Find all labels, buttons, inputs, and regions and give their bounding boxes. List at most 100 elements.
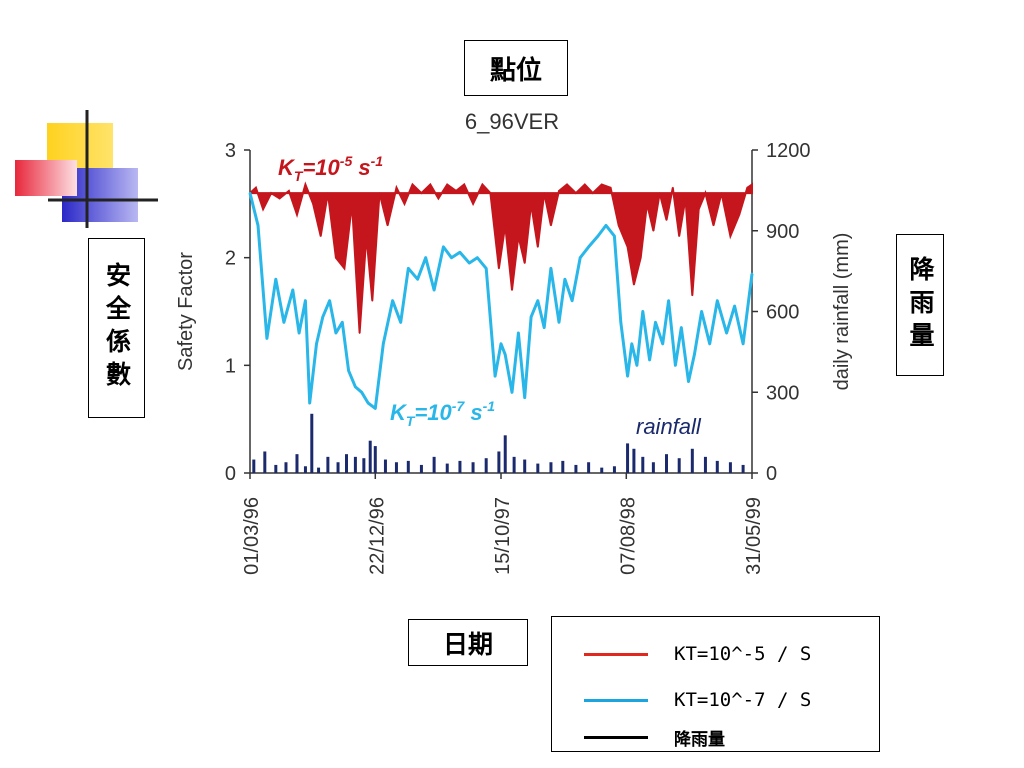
- legend-swatch-red: [584, 652, 648, 656]
- safety-label: 安全係數: [102, 262, 132, 394]
- blue-series-point: [248, 191, 252, 195]
- red-series-point: [584, 183, 586, 186]
- blue-series-point: [687, 380, 690, 383]
- red-series-point: [704, 192, 707, 194]
- red-series-point: [296, 213, 298, 216]
- legend-item-rain: 降雨量: [584, 725, 725, 750]
- blue-series-point: [700, 310, 703, 313]
- red-series-point: [738, 213, 741, 216]
- legend-item-blue: KT=10^-7 / S: [584, 689, 811, 711]
- blue-series-point: [630, 342, 633, 345]
- blue-series-point: [578, 256, 582, 259]
- red-series-point: [652, 229, 655, 232]
- blue-series-line: [248, 192, 754, 410]
- blue-series-point: [354, 385, 357, 389]
- blue-series-point: [641, 310, 644, 313]
- blue-series-point: [499, 342, 503, 345]
- blue-series-point: [360, 391, 363, 394]
- red-series-point: [511, 289, 513, 291]
- blue-series-point: [680, 326, 683, 329]
- red-series-point: [429, 183, 432, 186]
- red-series-point: [288, 190, 290, 192]
- blue-series-point: [432, 288, 436, 292]
- blue-series-point: [282, 321, 286, 324]
- blue-series-point: [557, 321, 561, 324]
- red-series-point: [678, 235, 680, 237]
- blue-series-point: [510, 391, 514, 394]
- blue-series-point: [667, 299, 670, 302]
- blue-series-annotation-part: -7: [452, 398, 466, 414]
- legend-label-blue: KT=10^-7 / S: [674, 689, 812, 711]
- blue-series-annotation-part: -1: [483, 398, 496, 414]
- red-series-point: [319, 235, 322, 237]
- blue-series-point: [604, 224, 608, 227]
- x-tick-label: 31/05/99: [743, 497, 765, 575]
- blue-series-point: [476, 256, 479, 259]
- corner-decoration: [0, 0, 180, 240]
- blue-series-point: [334, 331, 338, 335]
- blue-series-point: [328, 299, 331, 302]
- blue-series-point: [382, 342, 385, 345]
- blue-series-point: [416, 278, 419, 281]
- red-series-point: [530, 203, 532, 205]
- blue-series-point: [458, 251, 462, 254]
- x-tick-label: 22/12/96: [366, 497, 388, 575]
- red-series-point: [420, 192, 423, 194]
- red-series-point: [543, 192, 545, 194]
- blue-series-point: [407, 267, 410, 270]
- legend-label-red: KT=10^-5 / S: [674, 643, 812, 665]
- blue-series-point: [291, 288, 294, 292]
- blue-series-point: [274, 278, 278, 281]
- point-label: 點位: [489, 55, 542, 86]
- blue-series-point: [674, 364, 677, 367]
- blue-series-point: [626, 374, 629, 378]
- blue-series-point: [321, 315, 325, 319]
- blue-series-point: [341, 321, 344, 324]
- red-series-point: [358, 332, 361, 334]
- blue-series-point: [654, 321, 657, 324]
- blue-series-point: [424, 256, 427, 259]
- blue-series-point: [523, 396, 526, 399]
- blue-series-point: [399, 321, 402, 324]
- blue-series-point: [741, 342, 745, 345]
- blue-series-point: [536, 299, 540, 302]
- red-series-point: [665, 219, 668, 221]
- red-series-point: [697, 208, 700, 211]
- red-series-point: [278, 197, 281, 200]
- blue-series-annotation-part: K: [390, 400, 408, 425]
- red-series-point: [327, 192, 329, 194]
- blue-series-point: [619, 321, 622, 324]
- red-series-point: [672, 186, 674, 189]
- blue-series-point: [442, 245, 445, 249]
- blue-series-point: [517, 331, 520, 335]
- rainfall-annotation: rainfall: [636, 414, 702, 439]
- red-series-point: [395, 186, 398, 189]
- date-label: 日期: [442, 629, 493, 659]
- blue-series-point: [468, 261, 471, 265]
- red-series-point: [746, 186, 749, 189]
- blue-series-point: [484, 267, 488, 270]
- red-series-point: [575, 192, 577, 194]
- red-series-point: [592, 192, 594, 194]
- y-tick-label-left: 3: [225, 140, 236, 162]
- corner-decoration-graphic: [15, 110, 158, 228]
- red-series-point: [463, 183, 465, 186]
- blue-series-point: [450, 256, 453, 259]
- legend-swatch-blue: [584, 698, 648, 702]
- blue-series-point: [563, 278, 567, 281]
- red-series-point: [633, 283, 635, 286]
- red-series-point: [403, 203, 406, 205]
- rainfall-label-box: 降雨量: [896, 234, 944, 376]
- red-series-point: [691, 294, 694, 297]
- blue-series-point: [304, 299, 307, 302]
- blue-series-point: [542, 326, 546, 329]
- red-series-point: [472, 203, 474, 205]
- safety-factor-chart: 6_96VER 0 1 2 3 0 300 600 900 1200 01/03/96 22/12/…: [175, 109, 853, 575]
- red-series-annotation-part: T: [294, 168, 304, 184]
- red-series-point: [489, 192, 492, 194]
- y-tick-label-left: 0: [225, 463, 236, 485]
- legend: KT=10^-5 / S KT=10^-7 / S 降雨量: [551, 616, 880, 752]
- blue-series-point: [493, 374, 497, 378]
- legend-label-rain: 降雨量: [674, 730, 725, 750]
- blue-series-annotation: KT=10-7 s-1: [390, 398, 495, 429]
